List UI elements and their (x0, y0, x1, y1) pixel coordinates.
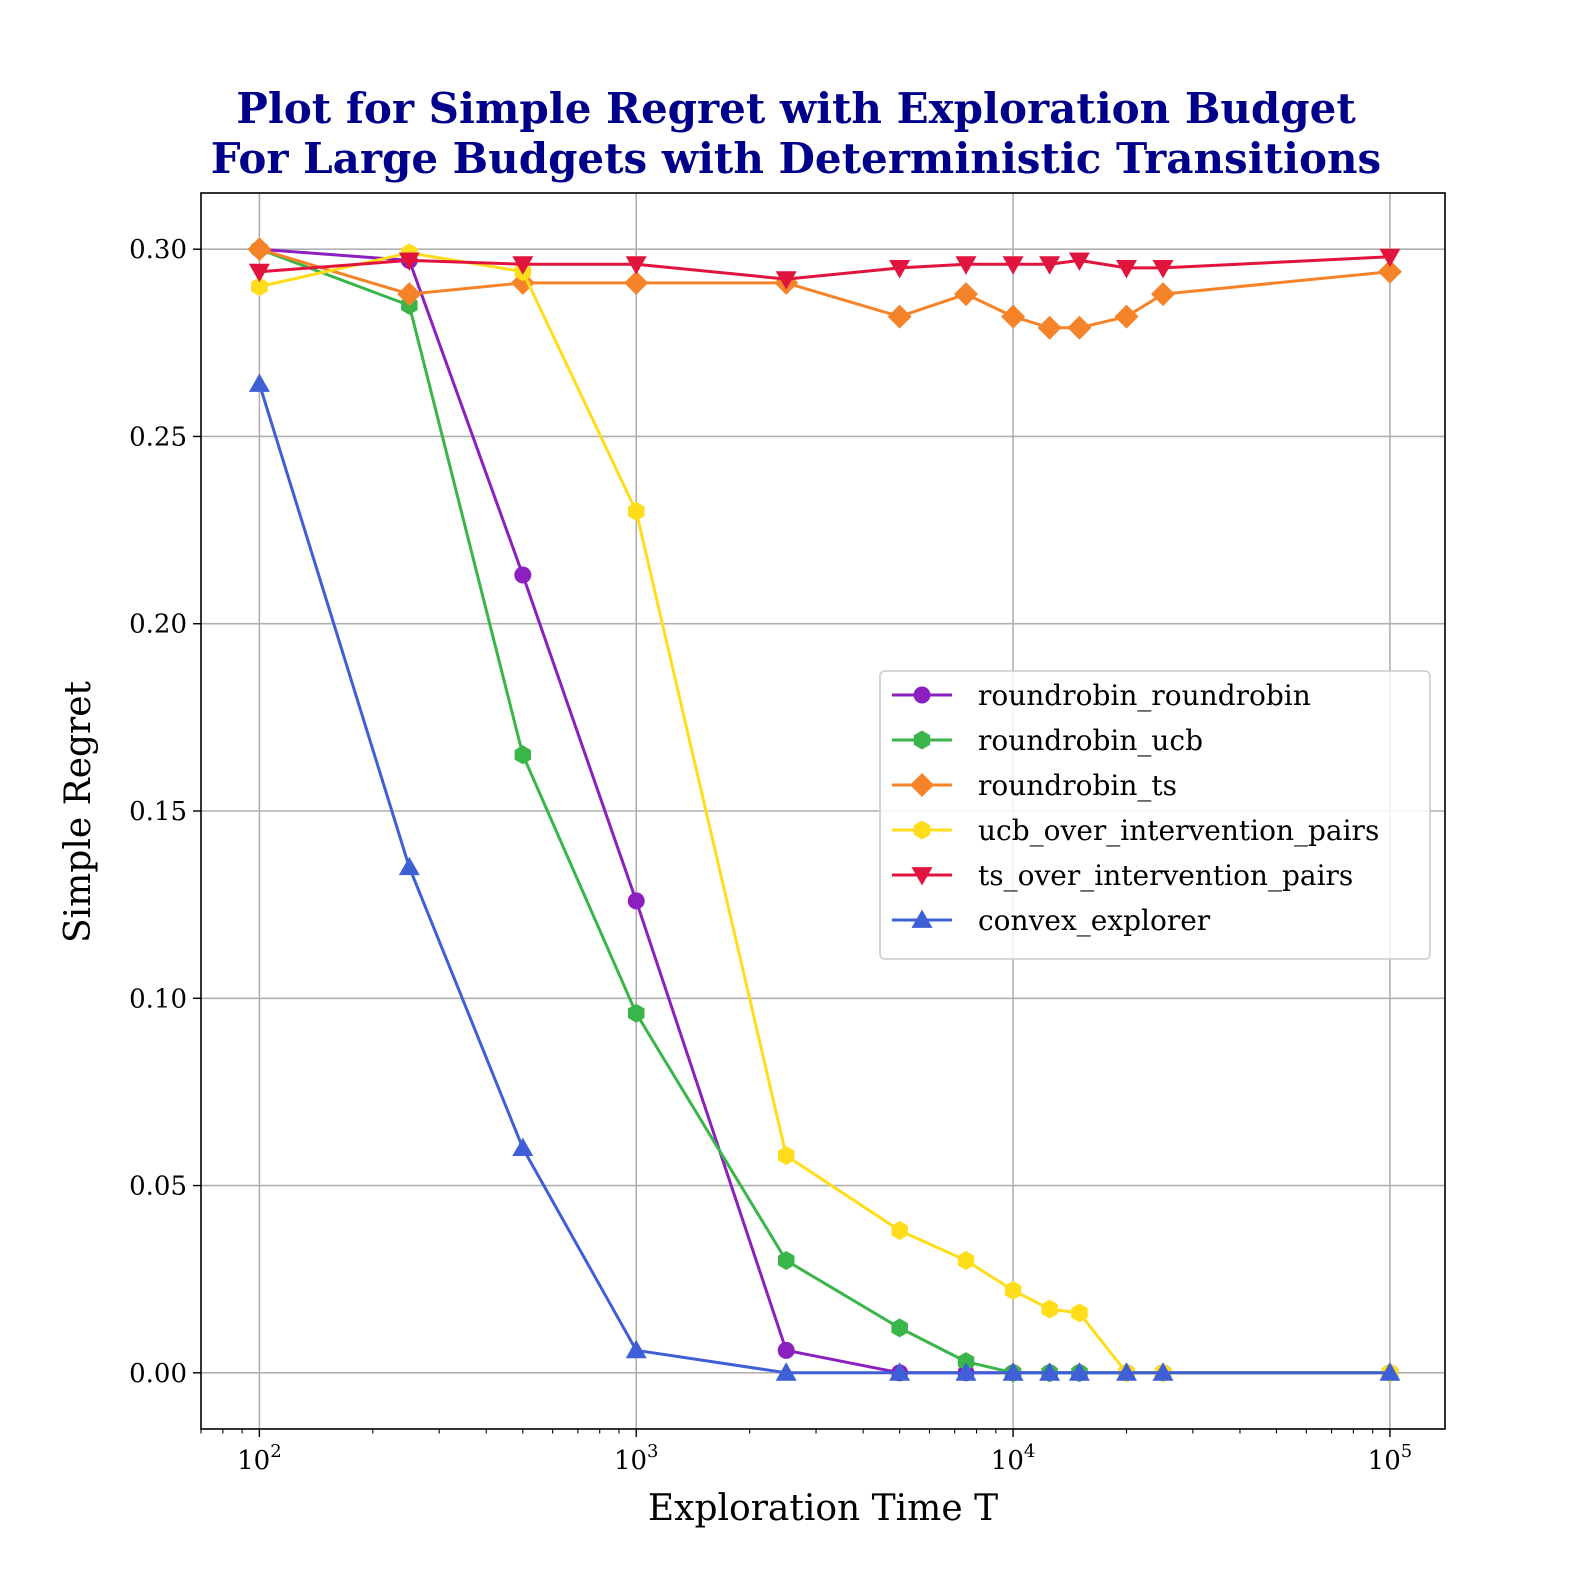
data-point-ts_over_intervention_pairs (1379, 248, 1401, 268)
legend-item-roundrobin_ucb: roundrobin_ucb (892, 724, 1203, 757)
data-point-convex_explorer (775, 1362, 797, 1381)
legend-marker (911, 867, 933, 886)
data-point-convex_explorer (1002, 1362, 1024, 1381)
data-point-roundrobin_ts (1151, 282, 1175, 307)
data-point-roundrobin_ts (1037, 315, 1062, 340)
data-point-ucb_over_intervention_pairs (1004, 1280, 1022, 1300)
data-point-ts_over_intervention_pairs (1039, 256, 1061, 275)
data-point-roundrobin_ucb (514, 745, 531, 765)
data-point-roundrobin_roundrobin (627, 892, 645, 910)
data-point-roundrobin_ts (1377, 259, 1402, 284)
y-tick-label: 0.15 (129, 797, 187, 827)
data-point-convex_explorer (398, 856, 420, 876)
data-point-ucb_over_intervention_pairs (1071, 1303, 1088, 1323)
legend-label: ts_over_intervention_pairs (978, 859, 1353, 892)
x-axis-label: Exploration Time T (648, 1488, 998, 1529)
y-tick-label: 0.20 (129, 610, 187, 640)
series-line-ts_over_intervention_pairs (259, 255, 1390, 281)
chart-title-line-2: For Large Budgets with Deterministic Tra… (210, 134, 1382, 183)
data-point-roundrobin_roundrobin (777, 1341, 795, 1359)
axis-layer: 0.00 0.05 0.10 0.15 0.20 0.25 0.30 102 103 104 105 (129, 235, 1412, 1476)
legend-marker (911, 909, 933, 928)
data-point-roundrobin_ts (1001, 304, 1026, 329)
legend-marker (910, 773, 934, 797)
legend-label: roundrobin_ts (978, 769, 1177, 802)
legend-item-convex_explorer: convex_explorer (892, 904, 1211, 937)
data-point-ts_over_intervention_pairs (1002, 256, 1024, 275)
data-point-convex_explorer (1068, 1362, 1090, 1381)
data-point-ts_over_intervention_pairs (1152, 260, 1174, 279)
y-tick-label: 0.10 (129, 984, 187, 1014)
data-point-ucb_over_intervention_pairs (891, 1221, 908, 1240)
data-point-convex_explorer (512, 1137, 534, 1156)
legend-item-ucb_over_intervention_pairs: ucb_over_intervention_pairs (892, 814, 1379, 847)
chart-title-line-1: Plot for Simple Regret with Exploration … (236, 84, 1356, 133)
data-point-ts_over_intervention_pairs (512, 256, 534, 275)
data-point-roundrobin_ucb (891, 1318, 908, 1338)
legend-item-ts_over_intervention_pairs: ts_over_intervention_pairs (892, 859, 1353, 892)
data-point-ucb_over_intervention_pairs (957, 1251, 975, 1270)
data-point-ts_over_intervention_pairs (625, 256, 647, 275)
data-point-ts_over_intervention_pairs (775, 271, 797, 290)
legend-label: ucb_over_intervention_pairs (978, 814, 1379, 847)
legend-marker (913, 820, 931, 840)
data-point-ts_over_intervention_pairs (248, 263, 270, 283)
legend-label: roundrobin_ucb (978, 724, 1203, 757)
x-tick-label: 104 (991, 1441, 1036, 1476)
data-point-roundrobin_ts (887, 304, 912, 329)
data-point-ts_over_intervention_pairs (889, 260, 911, 279)
data-point-roundrobin_ucb (957, 1352, 975, 1372)
legend-layer: roundrobin_roundrobin roundrobin_ucbround… (879, 670, 1431, 960)
data-point-ucb_over_intervention_pairs (1041, 1299, 1058, 1319)
data-point-roundrobin_ts (1114, 304, 1139, 329)
data-point-ucb_over_intervention_pairs (628, 501, 645, 521)
data-point-convex_explorer (248, 373, 270, 392)
legend-label: convex_explorer (978, 904, 1211, 937)
legend-marker (913, 730, 931, 750)
data-point-convex_explorer (1152, 1362, 1174, 1381)
y-tick-label: 0.25 (129, 422, 187, 452)
y-tick-label: 0.00 (129, 1359, 187, 1389)
data-point-convex_explorer (1039, 1362, 1061, 1381)
data-point-ts_over_intervention_pairs (1068, 252, 1090, 271)
legend-item-roundrobin_ts: roundrobin_ts (892, 769, 1177, 802)
data-point-ts_over_intervention_pairs (955, 256, 977, 275)
data-point-roundrobin_ucb (778, 1251, 795, 1270)
y-tick-label: 0.30 (129, 235, 187, 265)
series-layer (247, 237, 1402, 1383)
y-tick-label: 0.05 (129, 1172, 187, 1202)
data-point-roundrobin_ts (954, 282, 978, 307)
data-point-convex_explorer (889, 1362, 911, 1381)
legend-label: roundrobin_roundrobin (978, 679, 1311, 712)
x-tick-label: 102 (237, 1441, 282, 1476)
data-point-convex_explorer (1116, 1362, 1137, 1381)
data-point-roundrobin_ts (247, 237, 272, 262)
x-tick-label: 105 (1368, 1441, 1413, 1476)
series-convex_explorer (248, 373, 1401, 1381)
legend-marker (913, 686, 931, 704)
data-point-convex_explorer (955, 1362, 977, 1381)
data-point-roundrobin_ts (624, 270, 649, 295)
data-point-roundrobin_roundrobin (514, 566, 532, 584)
series-ts_over_intervention_pairs (248, 248, 1401, 290)
data-point-roundrobin_ts (1067, 315, 1092, 340)
data-point-ts_over_intervention_pairs (398, 252, 420, 271)
legend-item-roundrobin_roundrobin: roundrobin_roundrobin (892, 679, 1311, 712)
y-axis-label: Simple Regret (58, 680, 99, 943)
data-point-roundrobin_ucb (628, 1003, 645, 1023)
data-point-roundrobin_ts (397, 282, 422, 307)
data-point-ts_over_intervention_pairs (1116, 260, 1137, 279)
data-point-ucb_over_intervention_pairs (778, 1146, 795, 1166)
data-point-ucb_over_intervention_pairs (251, 277, 268, 297)
data-point-convex_explorer (625, 1339, 647, 1359)
x-tick-label: 103 (614, 1441, 659, 1476)
data-point-convex_explorer (1379, 1362, 1401, 1381)
legend-box (879, 670, 1431, 960)
